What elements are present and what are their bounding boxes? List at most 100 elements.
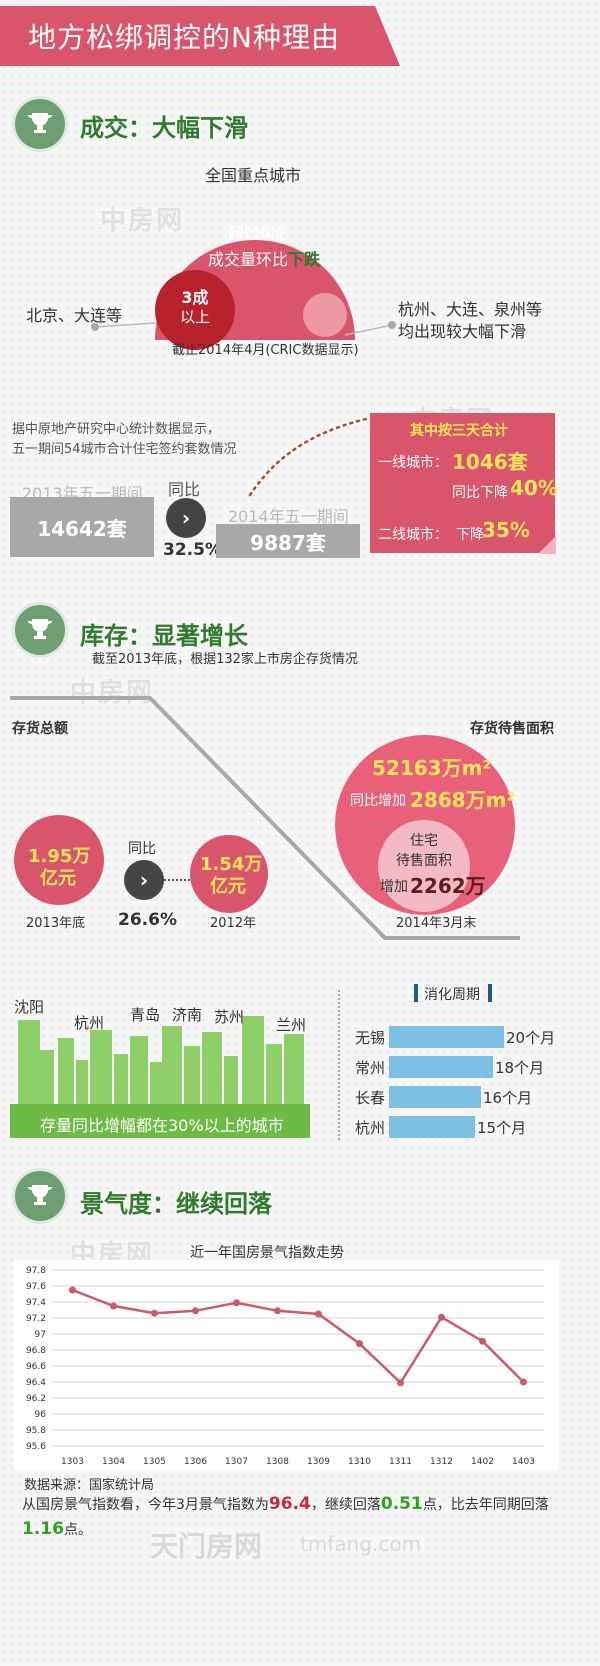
city-shenyang: 沈阳 — [14, 998, 45, 1016]
circle-2013 — [14, 815, 104, 905]
digest-bar — [389, 1086, 481, 1108]
circle-2012-line2: 亿元 — [210, 876, 246, 897]
digest-value: 18个月 — [495, 1058, 545, 1077]
y-tick-label: 96.4 — [26, 1378, 46, 1388]
y-tick-label: 97.6 — [26, 1282, 46, 1292]
city-jinan: 济南 — [172, 1006, 203, 1024]
y-tick-label: 97 — [35, 1330, 46, 1340]
summary-value2: 0.51 — [380, 1494, 423, 1514]
dotted-connector — [248, 416, 372, 497]
three-day-card — [370, 413, 555, 553]
area-total: 52163万m² — [372, 756, 492, 780]
inventory-area-heading: 存货待售面积 — [470, 721, 554, 737]
section-title-sentiment: 景气度：继续回落 — [80, 1190, 272, 1218]
data-source: 数据来源：国家统计局 — [24, 1478, 155, 1493]
circle-2012 — [190, 835, 268, 913]
summary-mid: ，继续回落 — [310, 1497, 381, 1513]
circle-2012-caption: 2012年 — [210, 916, 257, 931]
series-line — [72, 1288, 525, 1385]
data-point — [192, 1307, 199, 1315]
digest-city: 常州 — [355, 1058, 386, 1077]
area-inner-line1: 住宅 — [410, 833, 438, 849]
trophy-icon — [12, 602, 68, 658]
digest-city: 杭州 — [355, 1118, 386, 1137]
chart-title: 近一年国房景气指数走势 — [190, 1245, 344, 1261]
box-2014-label: 2014年五一期间 — [228, 507, 349, 526]
y-tick-label: 95.8 — [26, 1426, 46, 1436]
box-2013-value: 14642套 — [10, 497, 154, 557]
y-tick-label: 97.4 — [26, 1298, 46, 1308]
city-skyline — [18, 1016, 304, 1110]
data-point — [438, 1313, 445, 1321]
bubble-line1: 超过6成 — [228, 224, 287, 243]
bubble-line2-prefix: 成交量环比 — [208, 250, 289, 269]
source-line1: 据中原地产研究中心统计数据显示， — [12, 422, 221, 437]
digest-row: 常州 18个月 — [355, 1056, 544, 1078]
circle-2013-line1: 1.95万 — [28, 846, 91, 867]
area-inner-increase-label: 增加 — [380, 879, 408, 895]
area-increase-value: 2868万m² — [410, 788, 516, 812]
bubble-line2-emph: 下跌 — [288, 250, 321, 269]
x-tick-label: 1304 — [102, 1457, 125, 1467]
digest-row: 长春 16个月 — [355, 1086, 532, 1108]
bubble-heading: 全国重点城市 — [205, 166, 302, 185]
card-tier1-yoy-label: 同比下降 — [452, 485, 508, 501]
summary-text: 从国房景气指数看，今年3月景气指数为96.4，继续回落0.51点，比去年同期回落… — [22, 1492, 582, 1542]
y-tick-label: 96 — [35, 1410, 47, 1420]
data-point — [110, 1302, 117, 1310]
x-tick-label: 1309 — [307, 1457, 330, 1467]
y-tick-label: 97.8 — [26, 1266, 46, 1276]
right-city-label-2: 均出现较大幅下滑 — [398, 322, 527, 341]
x-tick-label: 1402 — [471, 1457, 494, 1467]
inventory-divider-line — [10, 696, 520, 940]
x-tick-label: 1311 — [389, 1457, 412, 1467]
summary-suffix: 点。 — [63, 1522, 92, 1538]
city-lanzhou: 兰州 — [276, 1016, 307, 1034]
digest-city: 长春 — [355, 1088, 386, 1107]
digest-title-bar-right — [488, 984, 492, 1002]
data-point — [151, 1309, 158, 1317]
left-city-label: 北京、大连等 — [26, 306, 123, 325]
bubble-footnote: 截止2014年4月(CRIC数据显示) — [172, 343, 359, 358]
city-banner — [10, 1104, 310, 1138]
y-tick-label: 95.6 — [26, 1442, 46, 1452]
circle-2013-caption: 2013年底 — [26, 916, 86, 931]
data-point — [315, 1310, 322, 1318]
chevron-right-icon: › — [124, 860, 164, 900]
watermark-text: 中房网 — [100, 206, 185, 236]
data-point — [69, 1286, 76, 1294]
data-point — [233, 1299, 240, 1307]
x-tick-label: 1307 — [225, 1457, 248, 1467]
data-point — [356, 1340, 363, 1348]
circle-2012-line1: 1.54万 — [200, 854, 263, 875]
y-tick-label: 96.8 — [26, 1346, 46, 1356]
card-tier2-label: 二线城市： — [378, 527, 448, 543]
card-tier2-yoy-label: 下降 — [456, 527, 484, 543]
inner-bubble-line2: 以上 — [180, 308, 211, 326]
dotted-arrow-line — [160, 879, 190, 881]
x-tick-label: 1310 — [348, 1457, 371, 1467]
summary-value3: 1.16 — [22, 1519, 64, 1539]
trophy-icon — [12, 96, 68, 152]
digest-value: 15个月 — [477, 1118, 527, 1137]
x-tick-label: 1306 — [184, 1457, 207, 1467]
area-inner-increase-value: 2262万 — [410, 874, 486, 898]
trophy-icon — [12, 1168, 68, 1224]
x-tick-label: 1303 — [61, 1457, 84, 1467]
digest-row: 杭州 15个月 — [355, 1116, 526, 1138]
box-2014-value: 9887套 — [216, 524, 360, 558]
card-tier1-value: 1046套 — [452, 450, 528, 474]
summary-prefix: 从国房景气指数看，今年3月景气指数为 — [22, 1497, 269, 1513]
inventory-yoy-value: 26.6% — [118, 910, 177, 930]
yoy-label: 同比 — [168, 480, 201, 499]
digest-city: 无锡 — [355, 1028, 386, 1047]
digest-title: 消化周期 — [424, 987, 480, 1003]
title-banner — [0, 6, 400, 66]
yoy-value: 32.5% — [163, 540, 222, 560]
inventory-subtitle: 截至2013年底，根据132家上市房企存货情况 — [92, 652, 358, 667]
area-caption: 2014年3月末 — [396, 916, 477, 931]
area-increase-label: 同比增加 — [350, 793, 406, 809]
card-tier1-yoy-value: 40% — [510, 476, 558, 500]
y-tick-label: 96.2 — [26, 1394, 46, 1404]
page-title: 地方松绑调控的N种理由 — [28, 21, 340, 54]
